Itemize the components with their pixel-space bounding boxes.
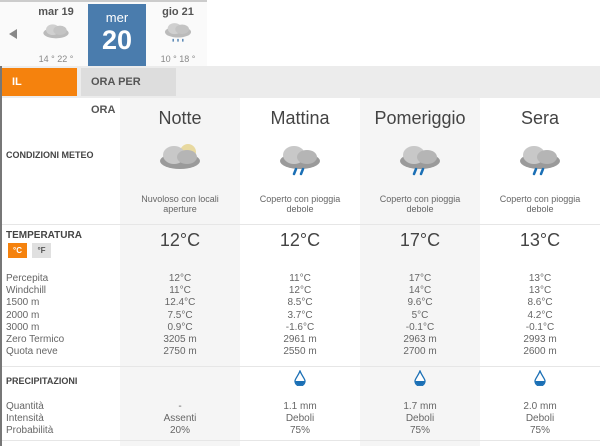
period-title: Notte — [158, 108, 202, 128]
period-temperature: 17°C — [399, 230, 441, 250]
period-description: Coperto con pioggia debole — [499, 194, 581, 214]
tab-ora-per-ora[interactable]: ORA PER ORA — [81, 68, 176, 116]
precipitation-details: - Assenti 20% — [163, 401, 197, 437]
period-column-pomeriggio: Pomeriggio Coperto con pioggia debole 17°C… — [360, 98, 480, 446]
day-number: 20 — [101, 25, 133, 55]
period-description: Coperto con pioggia debole — [379, 194, 461, 214]
period-title: Mattina — [270, 108, 330, 128]
tab-il-giorno[interactable]: IL GIORNO — [2, 68, 77, 116]
precipitation-details: 1.7 mm Deboli 75% — [403, 401, 437, 437]
conditions-label: CONDIZIONI METEO — [6, 150, 94, 160]
day-gio-21[interactable]: gio 21 10 ° 18 ° — [149, 4, 207, 66]
day-name: mar 19 — [38, 6, 74, 18]
precipitation-details: 2.0 mm Deboli 75% — [523, 401, 557, 437]
period-column-mattina: Mattina Coperto con pioggia debole 12°C 11°… — [240, 98, 360, 446]
day-name: gio 21 — [162, 6, 194, 18]
day-mer-20[interactable]: mer 20 — [88, 4, 146, 66]
raindrop-icon — [534, 370, 546, 386]
cloud-rain-icon — [280, 146, 320, 176]
period-temperature: 12°C — [159, 230, 201, 250]
day-name: mer — [105, 10, 129, 25]
divider — [2, 366, 600, 367]
raindrop-icon — [294, 370, 306, 386]
day-mar-19[interactable]: mar 19 14 ° 22 ° — [27, 4, 85, 66]
divider — [2, 224, 600, 225]
day-temps: 14 ° 22 ° — [38, 54, 74, 64]
period-description: Nuvoloso con locali aperture — [141, 194, 219, 214]
partly-cloudy-night-icon — [160, 144, 200, 169]
fahrenheit-toggle[interactable]: °F — [32, 243, 51, 258]
precipitation-details: 1.1 mm Deboli 75% — [283, 401, 317, 437]
view-tabs: IL GIORNO ORA PER ORA — [0, 66, 600, 116]
period-title: Pomeriggio — [374, 108, 466, 128]
cloud-rain-icon — [164, 23, 192, 42]
temperature-details: 13°C 13°C 8.6°C 4.2°C -0.1°C 2993 m 2600… — [523, 273, 557, 358]
temperature-details: 11°C 12°C 8.5°C 3.7°C -1.6°C 2961 m 2550… — [283, 273, 317, 358]
precipitation-row-labels: Quantità Intensità Probabilità — [6, 401, 54, 437]
period-temperature: 13°C — [519, 230, 561, 250]
divider — [2, 440, 600, 441]
raindrop-icon — [414, 370, 426, 386]
day-selector: mar 19 14 ° 22 ° mer 20 gio 21 10 ° 18 ° — [0, 0, 207, 66]
temperature-details: 12°C 11°C 12.4°C 7.5°C 0.9°C 3205 m 2750… — [163, 273, 197, 358]
celsius-toggle[interactable]: °C — [8, 243, 27, 258]
prev-day-arrow-icon[interactable] — [9, 29, 17, 39]
period-temperature: 12°C — [279, 230, 321, 250]
cloud-rain-icon — [520, 146, 560, 176]
period-column-notte: Notte Nuvoloso con locali aperture 12°C 12°… — [120, 98, 240, 446]
cloudy-icon — [43, 24, 69, 39]
temperature-label: TEMPERATURA — [6, 230, 82, 241]
forecast-table: CONDIZIONI METEO TEMPERATURA °C °F Perce… — [0, 98, 600, 446]
period-description: Coperto con pioggia debole — [259, 194, 341, 214]
temperature-details: 17°C 14°C 9.6°C 5°C -0.1°C 2963 m 2700 m — [403, 273, 437, 358]
precipitation-label: PRECIPITAZIONI — [6, 376, 78, 386]
period-column-sera: Sera Coperto con pioggia debole 13°C 13°C 1… — [480, 98, 600, 446]
day-temps: 10 ° 18 ° — [160, 54, 196, 64]
temperature-row-labels: Percepita Windchill 1500 m 2000 m 3000 m… — [6, 273, 65, 358]
cloud-rain-icon — [400, 146, 440, 176]
period-title: Sera — [520, 108, 560, 128]
